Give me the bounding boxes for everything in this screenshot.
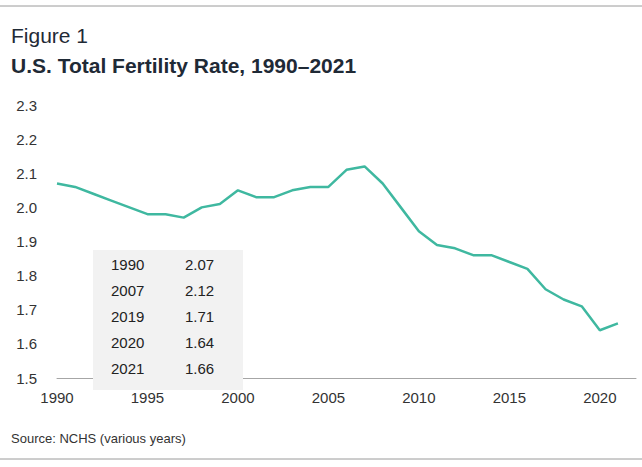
svg-text:2.2: 2.2	[16, 131, 37, 148]
svg-text:2.0: 2.0	[16, 199, 37, 216]
svg-text:2021: 2021	[111, 360, 144, 377]
svg-text:2.3: 2.3	[16, 97, 37, 114]
svg-text:1.6: 1.6	[16, 335, 37, 352]
svg-text:2.07: 2.07	[185, 256, 214, 273]
svg-text:2.1: 2.1	[16, 165, 37, 182]
svg-text:2019: 2019	[111, 308, 144, 325]
svg-text:1.9: 1.9	[16, 233, 37, 250]
svg-text:2015: 2015	[493, 389, 526, 406]
svg-text:U.S. Total Fertility Rate, 199: U.S. Total Fertility Rate, 1990–2021	[11, 54, 356, 77]
svg-text:2.12: 2.12	[185, 282, 214, 299]
svg-text:1.7: 1.7	[16, 301, 37, 318]
svg-text:2020: 2020	[111, 334, 144, 351]
svg-text:1.5: 1.5	[16, 370, 37, 387]
svg-text:1995: 1995	[131, 389, 164, 406]
svg-text:2020: 2020	[583, 389, 616, 406]
svg-text:Figure 1: Figure 1	[11, 24, 88, 47]
svg-text:2007: 2007	[111, 282, 144, 299]
svg-text:1.66: 1.66	[185, 360, 214, 377]
svg-text:2010: 2010	[402, 389, 435, 406]
svg-text:1990: 1990	[111, 256, 144, 273]
svg-text:Source: NCHS (various years): Source: NCHS (various years)	[11, 431, 186, 446]
svg-text:1.8: 1.8	[16, 267, 37, 284]
svg-text:1.71: 1.71	[185, 308, 214, 325]
svg-text:2000: 2000	[221, 389, 254, 406]
svg-text:1.64: 1.64	[185, 334, 214, 351]
svg-text:2005: 2005	[312, 389, 345, 406]
svg-text:1990: 1990	[40, 389, 73, 406]
